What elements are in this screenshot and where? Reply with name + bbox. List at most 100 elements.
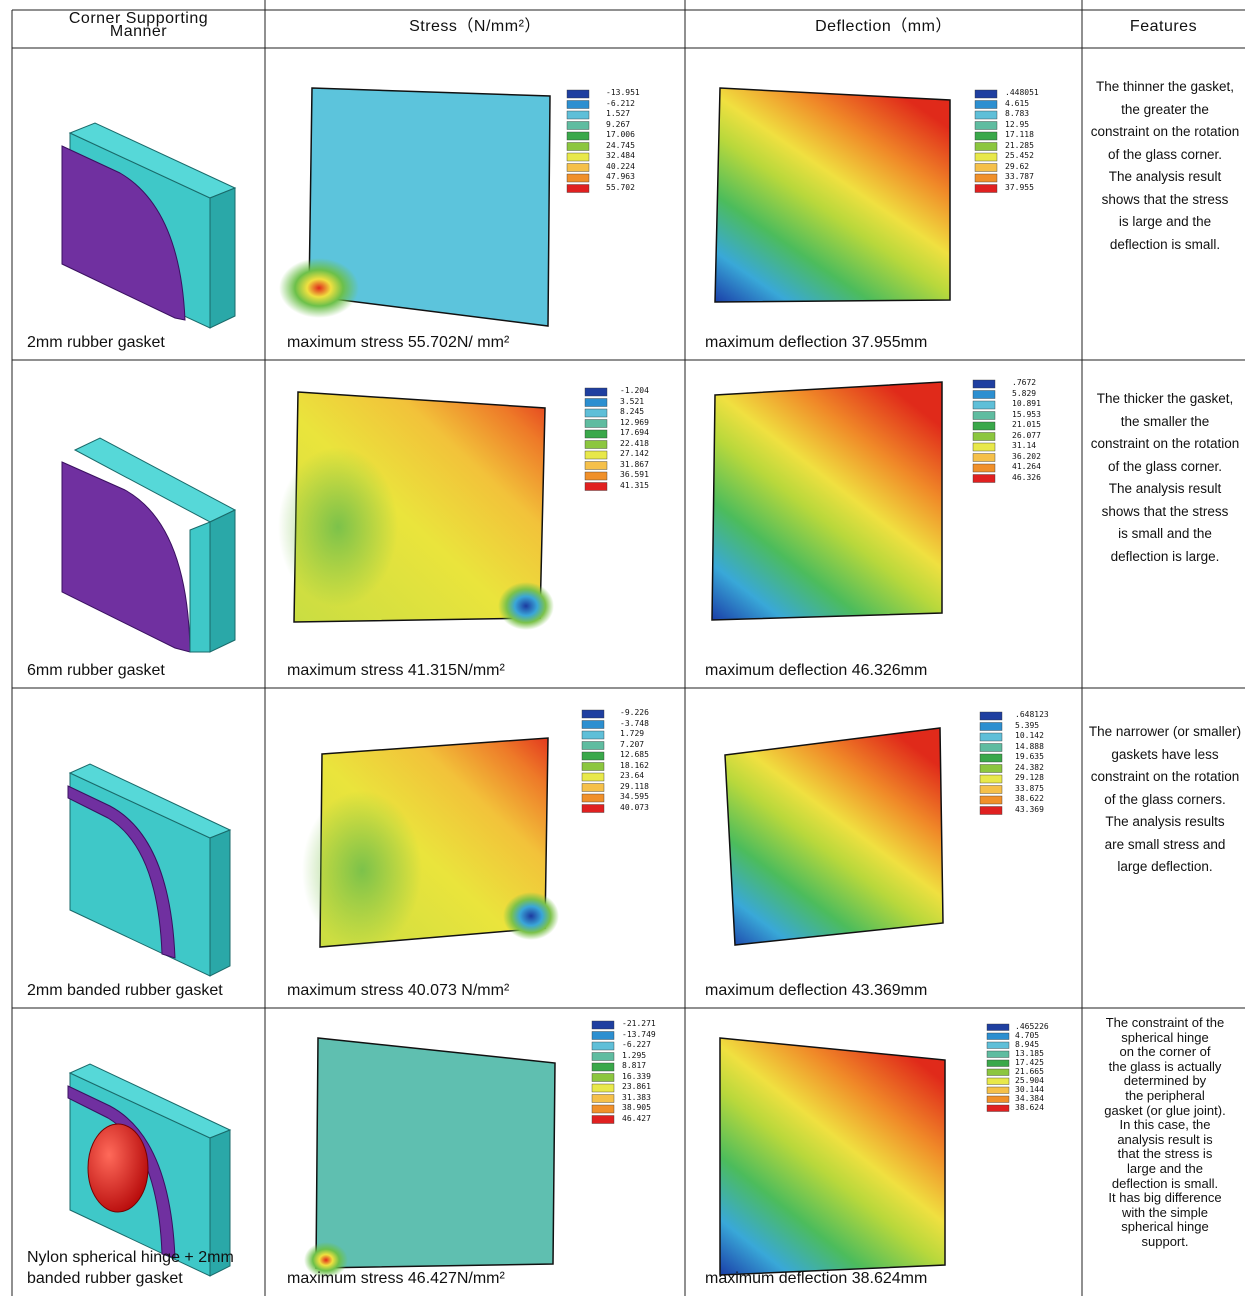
- features-text: shows that the stress: [1101, 503, 1229, 519]
- legend-swatch: [581, 709, 605, 719]
- caption: maximum stress 41.315N/mm²: [287, 662, 505, 679]
- legend-label: 23.861: [622, 1082, 651, 1091]
- legend-label: 21.285: [1005, 140, 1034, 150]
- manner-label: 6mm rubber gasket: [27, 662, 165, 679]
- features-text: gaskets have less: [1111, 746, 1219, 762]
- legend-label: 46.427: [622, 1113, 651, 1123]
- features-text: on the corner of: [1119, 1045, 1211, 1060]
- legend-label: -1.204: [620, 386, 649, 395]
- legend-label: 40.073: [620, 802, 649, 812]
- legend-label: 4.615: [1005, 98, 1030, 108]
- legend-label: 25.904: [1015, 1076, 1044, 1085]
- legend-swatch: [581, 730, 605, 740]
- caption: maximum deflection 46.326mm: [705, 662, 928, 679]
- legend-label: 17.694: [620, 428, 649, 437]
- manner-label: Nylon spherical hinge + 2mm: [27, 1249, 234, 1266]
- legend-label: 18.162: [620, 760, 649, 770]
- stress-zone: [278, 447, 398, 607]
- legend-label: 3.521: [620, 396, 645, 406]
- deflection-panel: [724, 727, 944, 946]
- legend-label: 4.705: [1015, 1031, 1040, 1040]
- legend-swatch: [979, 753, 1003, 763]
- legend-swatch: [584, 461, 608, 470]
- features-text: large deflection.: [1117, 859, 1213, 874]
- features-text: support.: [1141, 1235, 1189, 1249]
- legend-swatch: [979, 732, 1003, 742]
- legend-label: 31.867: [620, 459, 649, 469]
- legend-swatch: [584, 482, 608, 491]
- legend-label: 38.624: [1015, 1103, 1044, 1112]
- legend-label: 34.595: [620, 792, 649, 801]
- legend-label: 12.95: [1005, 119, 1030, 129]
- features-text: is small and the: [1118, 526, 1212, 541]
- legend-swatch: [979, 785, 1003, 794]
- legend-swatch: [566, 152, 590, 162]
- legend-swatch: [581, 751, 605, 761]
- legend-label: 46.326: [1012, 472, 1041, 482]
- legend-swatch: [581, 762, 605, 771]
- gasket-box: [209, 187, 236, 329]
- features-text: large and the: [1127, 1162, 1203, 1176]
- header-cell: Features: [1129, 18, 1198, 35]
- features-text: the glass is actually: [1108, 1059, 1222, 1074]
- legend-label: 23.64: [620, 771, 645, 780]
- legend-swatch: [591, 1031, 615, 1040]
- legend-label: 1.527: [606, 109, 631, 118]
- gasket-box: [189, 521, 211, 653]
- features-text: deflection is large.: [1110, 548, 1220, 564]
- legend-swatch: [591, 1041, 615, 1051]
- legend-label: 31.383: [622, 1092, 651, 1102]
- legend-swatch: [566, 121, 590, 130]
- legend-swatch: [979, 743, 1003, 752]
- stress-zone: [304, 1242, 348, 1278]
- legend-swatch: [972, 474, 996, 483]
- legend-swatch: [584, 398, 608, 407]
- legend-swatch: [972, 390, 996, 399]
- legend-swatch: [986, 1059, 1010, 1067]
- legend-label: 37.955: [1005, 182, 1034, 192]
- legend-swatch: [581, 804, 605, 813]
- legend-swatch: [591, 1052, 615, 1061]
- features-text: The analysis result: [1108, 169, 1222, 184]
- legend-label: 15.953: [1012, 409, 1041, 419]
- legend-swatch: [974, 142, 998, 151]
- legend-label: 13.185: [1015, 1049, 1044, 1058]
- legend-swatch: [979, 722, 1003, 731]
- legend-label: 10.891: [1012, 399, 1041, 408]
- legend-swatch: [974, 184, 998, 193]
- hinge-ball: [87, 1123, 149, 1213]
- legend-swatch: [979, 774, 1003, 784]
- legend-swatch: [974, 163, 998, 172]
- legend-label: .448051: [1005, 88, 1039, 97]
- caption: maximum stress 46.427N/mm²: [287, 1270, 505, 1287]
- legend-swatch: [566, 142, 590, 151]
- features-text: shows that the stress: [1101, 191, 1229, 207]
- legend-label: -3.748: [620, 718, 649, 728]
- legend-label: 29.118: [620, 781, 649, 791]
- features-text: of the glass corner.: [1107, 458, 1223, 474]
- legend-swatch: [566, 163, 590, 172]
- caption: maximum stress 40.073 N/mm²: [287, 982, 510, 999]
- legend-swatch: [584, 408, 608, 418]
- features-text: In this case, the: [1119, 1118, 1211, 1133]
- legend-label: 17.118: [1005, 130, 1034, 139]
- legend-swatch: [566, 131, 590, 141]
- legend-swatch: [986, 1104, 1010, 1112]
- legend-label: 33.875: [1015, 783, 1044, 793]
- gasket-box: [209, 829, 231, 977]
- legend-swatch: [581, 783, 605, 792]
- legend-label: 8.783: [1005, 109, 1030, 118]
- legend-label: 33.787: [1005, 172, 1034, 181]
- legend-swatch: [972, 421, 996, 431]
- gasket-box: [209, 509, 236, 653]
- header-cell: Corner Supporting Manner: [68, 10, 209, 40]
- features-text: with the simple: [1122, 1205, 1208, 1220]
- legend-swatch: [986, 1095, 1010, 1103]
- legend-swatch: [591, 1115, 615, 1124]
- stress-zone: [498, 582, 554, 630]
- gasket-band: [67, 785, 176, 959]
- legend-swatch: [566, 100, 590, 109]
- legend-swatch: [566, 89, 590, 99]
- legend-swatch: [566, 110, 590, 120]
